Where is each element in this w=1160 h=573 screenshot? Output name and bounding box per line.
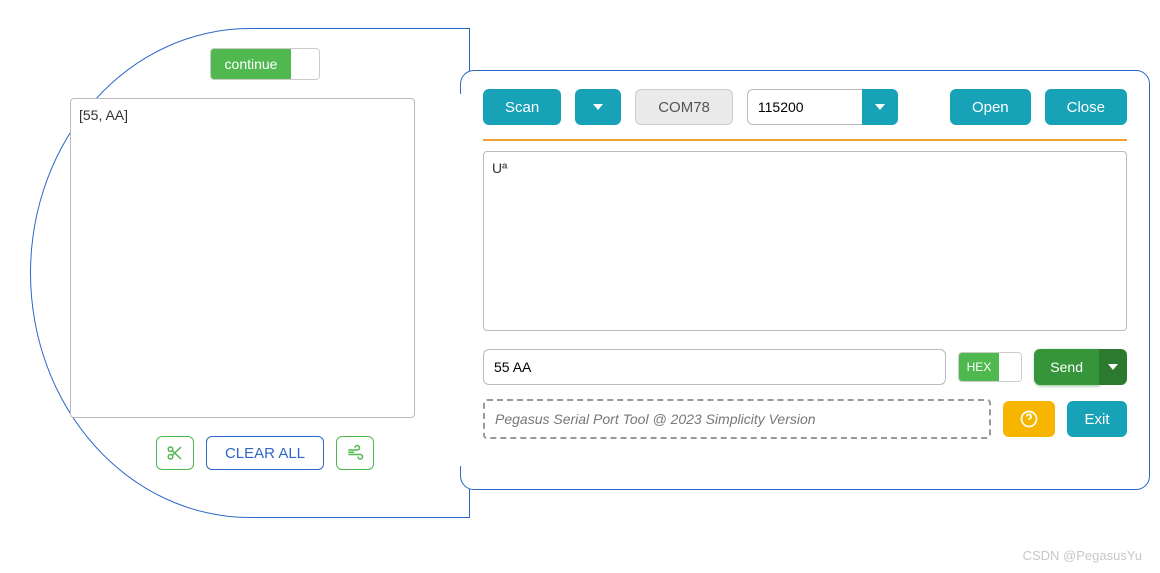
baud-input[interactable] [747, 89, 862, 125]
wind-icon [346, 444, 364, 462]
info-footer: Pegasus Serial Port Tool @ 2023 Simplici… [483, 399, 991, 439]
chevron-down-icon [875, 104, 885, 110]
scissors-icon [166, 444, 184, 462]
help-icon [1019, 409, 1039, 429]
layout-mask [458, 94, 464, 466]
continue-toggle-knob [291, 49, 319, 79]
chevron-down-icon [1108, 364, 1118, 370]
separator [483, 139, 1127, 141]
hex-toggle-label: HEX [959, 353, 1000, 381]
baud-select [747, 89, 898, 125]
send-input[interactable] [483, 349, 946, 385]
send-button[interactable]: Send [1034, 349, 1099, 385]
cut-icon-button[interactable] [156, 436, 194, 470]
open-button[interactable]: Open [950, 89, 1031, 125]
continue-toggle[interactable]: continue [210, 48, 321, 80]
scan-button[interactable]: Scan [483, 89, 561, 125]
help-button[interactable] [1003, 401, 1055, 437]
hex-toggle[interactable]: HEX [958, 352, 1023, 382]
watermark-text: CSDN @PegasusYu [1023, 548, 1142, 563]
chevron-down-icon [593, 104, 603, 110]
send-dropdown-button[interactable] [1099, 349, 1127, 385]
log-textarea[interactable]: [55, AA] [70, 98, 415, 418]
port-display[interactable]: COM78 [635, 89, 733, 125]
port-dropdown-button[interactable] [575, 89, 621, 125]
continue-toggle-label: continue [211, 49, 292, 79]
baud-dropdown-button[interactable] [862, 89, 898, 125]
hex-toggle-knob [999, 353, 1021, 381]
right-panel: Scan COM78 Open Close Uª HEX Send [460, 70, 1150, 490]
receive-textarea[interactable]: Uª [483, 151, 1127, 331]
toolbar: Scan COM78 Open Close [483, 89, 1127, 125]
continue-toggle-row: continue [70, 48, 460, 80]
wind-icon-button[interactable] [336, 436, 374, 470]
clear-all-button[interactable]: CLEAR ALL [206, 436, 324, 470]
close-button[interactable]: Close [1045, 89, 1127, 125]
exit-button[interactable]: Exit [1067, 401, 1127, 437]
